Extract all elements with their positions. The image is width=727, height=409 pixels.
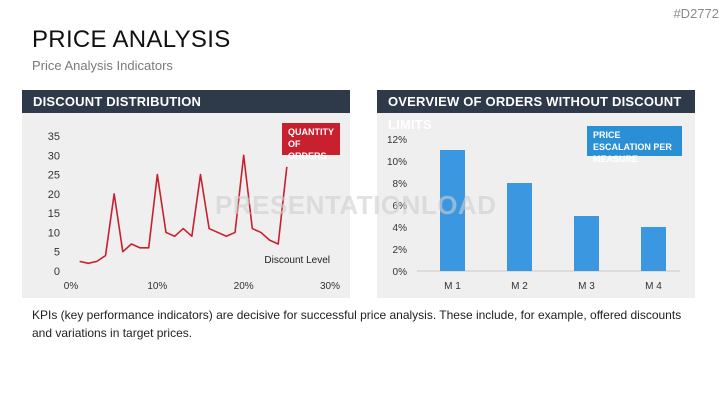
x-tick-label: M 1 — [444, 281, 461, 292]
bar — [574, 216, 599, 271]
y-tick-label: 20 — [48, 189, 60, 201]
orders-overview-header: OVERVIEW OF ORDERS WITHOUT DISCOUNT LIMI… — [377, 90, 695, 132]
orders-overview-chart: 0% 2% 4% 6% 8% 10% 12% M 1 M 2 M 3 M 4 — [387, 135, 680, 292]
x-tick-label: 30% — [320, 281, 340, 292]
y-tick-label: 5 — [54, 247, 60, 259]
bar — [507, 183, 532, 271]
x-tick-label: 20% — [234, 281, 254, 292]
y-tick-label: 30 — [48, 150, 60, 162]
slide-id-tag: #D2772 — [673, 6, 719, 21]
x-tick-label: M 4 — [645, 281, 662, 292]
discount-distribution-header: DISCOUNT DISTRIBUTION — [22, 90, 350, 113]
y-tick-label: 8% — [393, 179, 408, 190]
y-tick-label: 0 — [54, 266, 60, 278]
bar — [641, 227, 666, 271]
y-tick-label: 2% — [393, 245, 408, 256]
page-subtitle: Price Analysis Indicators — [32, 58, 173, 73]
y-tick-label: 6% — [393, 201, 408, 212]
quantity-of-orders-badge: QUANTITY OF ORDERS — [282, 123, 340, 161]
bar — [440, 150, 465, 271]
x-tick-label: M 2 — [511, 281, 528, 292]
discount-distribution-chart: 0 5 10 15 20 25 30 35 0% 10% 20% 30% Discount Level — [48, 131, 340, 292]
discount-distribution-panel: DISCOUNT DISTRIBUTION 0 5 10 15 20 25 30 35 0% 10… — [22, 90, 350, 298]
y-tick-label: 0% — [393, 267, 408, 278]
y-tick-label: 10% — [387, 157, 407, 168]
x-tick-label: 0% — [64, 281, 79, 292]
y-tick-label: 4% — [393, 223, 408, 234]
discount-distribution-line — [79, 154, 288, 265]
watermark-logo: PRESENTATIONLOAD — [215, 190, 497, 220]
y-tick-label: 15 — [48, 208, 60, 220]
price-escalation-badge: PRICE ESCALATION PER MEASURE — [587, 126, 682, 164]
y-tick-label: 35 — [48, 131, 60, 143]
orders-overview-panel: OVERVIEW OF ORDERS WITHOUT DISCOUNT LIMI… — [377, 90, 695, 298]
y-tick-label: 25 — [48, 170, 60, 182]
x-axis-label: Discount Level — [264, 255, 330, 266]
page-title: PRICE ANALYSIS — [32, 26, 231, 53]
y-tick-label: 12% — [387, 135, 407, 146]
x-tick-label: 10% — [147, 281, 167, 292]
x-tick-label: M 3 — [578, 281, 595, 292]
description-text: KPIs (key performance indicators) are de… — [32, 308, 682, 340]
y-tick-label: 10 — [48, 227, 60, 239]
